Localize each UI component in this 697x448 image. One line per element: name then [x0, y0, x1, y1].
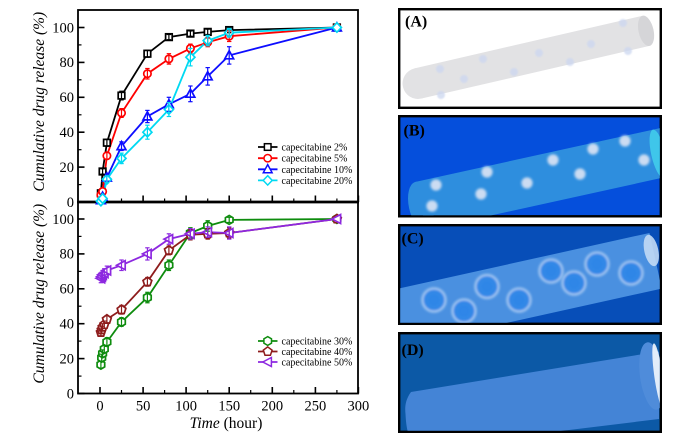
- svg-text:capecitabine 2%: capecitabine 2%: [282, 143, 348, 154]
- svg-text:40: 40: [60, 317, 75, 333]
- svg-text:capecitabine 30%: capecitabine 30%: [282, 337, 353, 348]
- svg-text:20: 20: [60, 351, 75, 367]
- svg-text:80: 80: [60, 247, 75, 263]
- svg-text:100: 100: [52, 212, 74, 228]
- svg-text:0: 0: [67, 386, 74, 402]
- svg-text:20: 20: [60, 160, 75, 176]
- svg-text:50: 50: [136, 399, 151, 415]
- svg-text:200: 200: [261, 399, 283, 415]
- svg-text:0: 0: [67, 195, 74, 211]
- svg-text:60: 60: [60, 282, 75, 298]
- svg-text:100: 100: [175, 399, 197, 415]
- svg-text:40: 40: [60, 125, 75, 141]
- svg-text:80: 80: [60, 55, 75, 71]
- svg-text:(B): (B): [404, 123, 425, 140]
- svg-text:0: 0: [96, 399, 103, 415]
- svg-text:capecitabine 5%: capecitabine 5%: [282, 154, 348, 165]
- svg-text:300: 300: [348, 399, 370, 415]
- svg-text:capecitabine 20%: capecitabine 20%: [282, 176, 353, 187]
- svg-text:capecitabine 10%: capecitabine 10%: [282, 165, 353, 176]
- svg-text:(C): (C): [402, 231, 424, 248]
- svg-text:Cumulative drug release (%): Cumulative drug release (%): [31, 204, 48, 384]
- svg-text:Time (hour): Time (hour): [190, 415, 263, 432]
- svg-text:150: 150: [218, 399, 240, 415]
- svg-text:(A): (A): [405, 14, 427, 31]
- svg-text:(D): (D): [402, 342, 424, 359]
- svg-text:100: 100: [52, 20, 74, 36]
- svg-text:Cumulative drug release (%): Cumulative drug release (%): [31, 12, 48, 192]
- svg-text:capecitabine 50%: capecitabine 50%: [282, 358, 353, 369]
- svg-text:60: 60: [60, 90, 75, 106]
- svg-text:capecitabine 40%: capecitabine 40%: [282, 347, 353, 358]
- svg-text:250: 250: [305, 399, 327, 415]
